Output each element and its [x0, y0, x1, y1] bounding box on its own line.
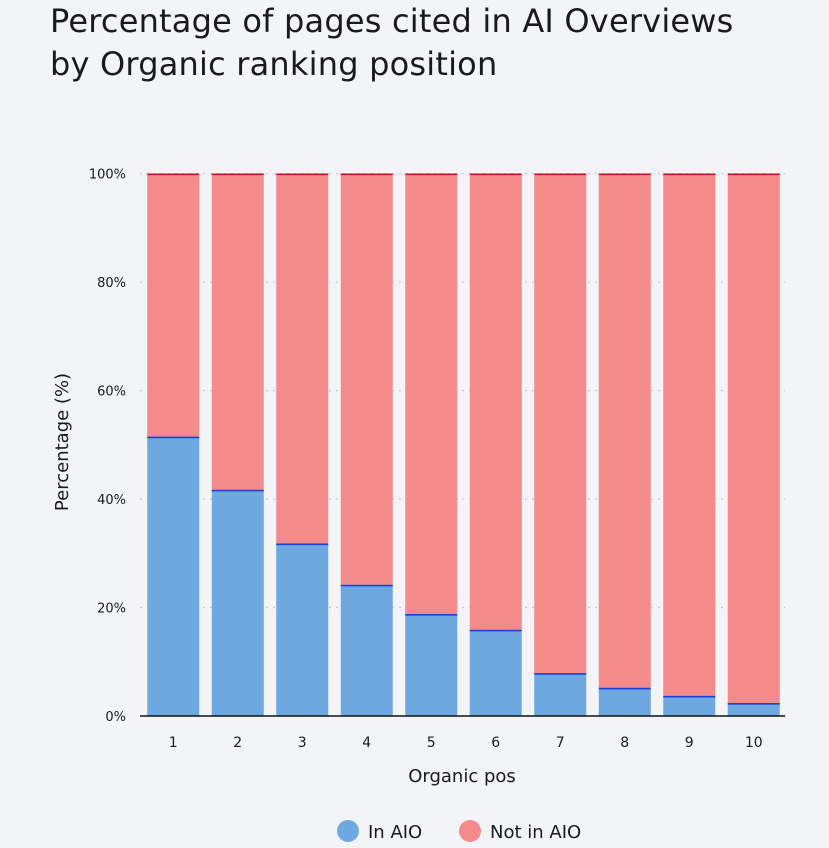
bar-in-aio — [727, 702, 780, 716]
x-tick-label: 4 — [362, 735, 371, 751]
bar-in-aio — [469, 629, 522, 716]
bar-in-aio — [598, 687, 651, 716]
x-tick-label: 8 — [620, 735, 629, 751]
bar-not-in-aio — [598, 173, 651, 688]
bar-not-in-aio — [534, 173, 587, 674]
y-tick-label: 80% — [97, 276, 126, 291]
bar-not-in-aio — [276, 173, 329, 544]
x-tick-label: 3 — [298, 735, 307, 751]
x-axis-label: Organic pos — [408, 766, 516, 787]
y-tick-label: 20% — [97, 602, 126, 617]
gridlines — [140, 172, 785, 609]
x-tick-label: 1 — [169, 735, 178, 751]
bar-not-in-aio — [727, 173, 780, 703]
y-tick-label: 60% — [97, 385, 126, 400]
bar-in-aio — [211, 489, 264, 716]
y-axis-label: Percentage (%) — [52, 373, 73, 511]
x-axis-ticks: 1 2 3 4 5 6 7 8 9 10 — [169, 735, 763, 751]
bar-in-aio — [534, 673, 587, 716]
legend-label: In AIO — [368, 822, 422, 843]
bar-not-in-aio — [211, 173, 264, 490]
legend-label: Not in AIO — [490, 822, 581, 843]
bar-in-aio — [147, 436, 200, 716]
bar-not-in-aio — [405, 173, 458, 615]
y-tick-label: 100% — [89, 168, 126, 183]
x-tick-label: 9 — [685, 735, 694, 751]
bar-not-in-aio — [469, 173, 522, 630]
x-tick-label: 6 — [491, 735, 500, 751]
x-tick-label: 7 — [556, 735, 565, 751]
bar-not-in-aio — [340, 173, 393, 585]
chart-title: Percentage of pages cited in AI Overview… — [50, 2, 734, 83]
bars — [147, 173, 780, 716]
bar-in-aio — [276, 543, 329, 716]
y-axis-ticks: 0% 20% 40% 60% 80% 100% — [89, 168, 126, 725]
bar-not-in-aio — [663, 173, 716, 696]
bar-in-aio — [340, 584, 393, 716]
x-tick-label: 5 — [427, 735, 436, 751]
y-tick-label: 0% — [105, 710, 126, 725]
bar-in-aio — [663, 695, 716, 716]
y-tick-label: 40% — [97, 493, 126, 508]
legend-marker — [459, 820, 481, 842]
legend-marker — [337, 820, 359, 842]
bar-not-in-aio — [147, 173, 200, 437]
legend: In AIO Not in AIO — [337, 820, 581, 843]
x-tick-label: 2 — [233, 735, 242, 751]
bar-in-aio — [405, 614, 458, 716]
x-tick-label: 10 — [745, 735, 763, 751]
